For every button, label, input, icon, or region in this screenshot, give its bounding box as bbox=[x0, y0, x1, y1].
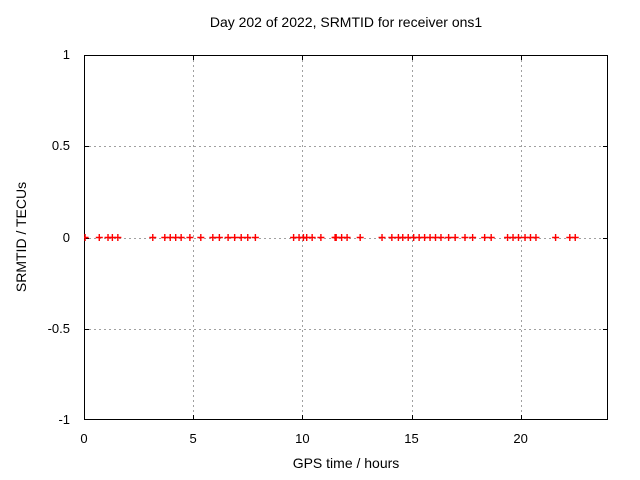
data-point-marker bbox=[514, 234, 522, 241]
x-tick-label: 15 bbox=[404, 431, 419, 446]
data-point-marker bbox=[317, 234, 325, 241]
data-point-marker bbox=[237, 234, 245, 241]
chart-title: Day 202 of 2022, SRMTID for receiver ons… bbox=[209, 14, 483, 30]
x-tick-label: 0 bbox=[80, 431, 88, 446]
data-point-marker bbox=[552, 234, 560, 241]
data-point-marker bbox=[437, 234, 445, 241]
data-point-marker bbox=[343, 234, 351, 241]
data-point-marker bbox=[224, 234, 232, 241]
data-point-marker bbox=[177, 234, 185, 241]
data-point-marker bbox=[451, 234, 459, 241]
x-tick-label: 20 bbox=[513, 431, 528, 446]
x-axis-label: GPS time / hours bbox=[292, 455, 400, 471]
data-point-marker bbox=[356, 234, 364, 241]
y-tick-label: -1 bbox=[58, 412, 70, 427]
data-point-marker bbox=[149, 234, 157, 241]
data-point-marker bbox=[251, 234, 259, 241]
data-point-marker bbox=[378, 234, 386, 241]
data-point-marker bbox=[244, 234, 252, 241]
y-tick-label: 1 bbox=[62, 47, 70, 62]
data-point-marker bbox=[114, 234, 122, 241]
y-tick-label: -0.5 bbox=[47, 320, 70, 336]
x-tick-label: 5 bbox=[189, 431, 197, 446]
plot-svg bbox=[81, 55, 608, 420]
plot-area bbox=[81, 55, 608, 420]
data-point-marker bbox=[481, 234, 489, 241]
data-point-marker bbox=[215, 234, 223, 241]
data-point-marker bbox=[445, 234, 453, 241]
y-tick-label: 0.5 bbox=[51, 138, 70, 154]
data-point-marker bbox=[209, 234, 217, 241]
data-point-marker bbox=[81, 234, 89, 241]
data-point-marker bbox=[388, 234, 396, 241]
data-point-marker bbox=[532, 234, 540, 241]
data-point-marker bbox=[186, 234, 194, 241]
data-point-marker bbox=[95, 234, 103, 241]
data-point-marker bbox=[487, 234, 495, 241]
data-point-marker bbox=[231, 234, 239, 241]
y-tick-label: 0 bbox=[62, 229, 70, 245]
x-tick-label: 10 bbox=[295, 431, 310, 446]
data-point-marker bbox=[469, 234, 477, 241]
data-point-marker bbox=[308, 234, 316, 241]
data-point-marker bbox=[571, 234, 579, 241]
data-point-marker bbox=[197, 234, 205, 241]
data-point-marker bbox=[461, 234, 469, 241]
